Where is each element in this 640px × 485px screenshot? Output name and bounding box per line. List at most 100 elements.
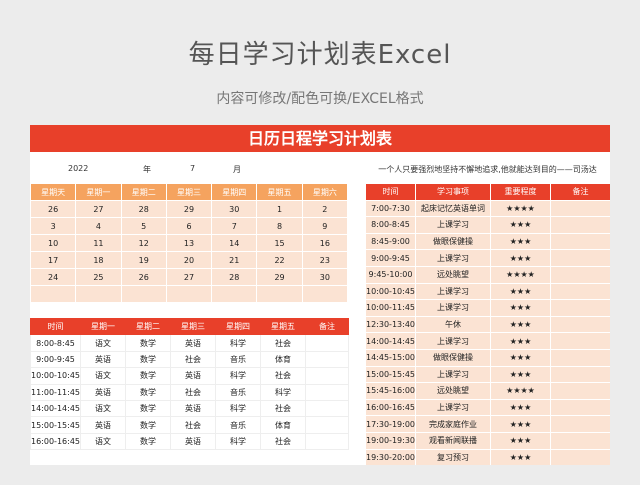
day-cell: 28 [211,268,258,286]
plan-row: 10:00-10:45 上课学习 ★★★ [365,282,610,301]
week-row: 17 18 19 20 21 22 23 [30,251,349,269]
schedule-row: 14:00-14:45 语文 数学 英语 科学 社会 [30,399,349,418]
plan-row: 19:00-19:30 观看新闻联播 ★★★ [365,431,610,450]
empty-cell [550,249,610,267]
cell: 16:00-16:45 [30,432,81,451]
weekday: 星期天 [30,183,77,201]
cell: 12:30-13:40 [365,315,416,334]
plan-row: 19:30-20:00 复习预习 ★★★ [365,448,610,465]
header-cell: 重要程度 [490,183,551,201]
weekday: 星期一 [75,183,122,201]
cell: ★★★ [490,448,551,465]
day-cell: 7 [211,217,258,235]
cell: 数学 [125,432,171,451]
plan-row: 17:30-19:00 完成家庭作业 ★★★ [365,415,610,433]
cell: 数学 [125,350,171,369]
header-row: 星期天 星期一 星期二 星期三 星期四 星期五 星期六 [30,183,349,201]
empty-cell [550,332,610,350]
calendar-table: 星期天 星期一 星期二 星期三 星期四 星期五 星期六 26 27 28 29 30 1 2 3 4 5 6 7 8 9… [30,183,349,303]
plan-row: 15:45-16:00 远处眺望 ★★★★ [365,382,610,400]
cell: 社会 [260,367,306,385]
cell: 科学 [260,383,306,401]
cell: ★★★ [490,332,551,350]
week-row: 10 11 12 13 14 15 16 [30,234,349,252]
cell: 英语 [170,367,216,385]
empty-cell [305,416,349,434]
cell: 数学 [125,334,171,352]
cell: 社会 [170,416,216,434]
empty-cell [550,299,610,317]
weekday: 星期四 [211,183,258,201]
cell: 体育 [260,350,306,369]
schedule-row: 11:00-11:45 英语 数学 社会 音乐 科学 [30,383,349,401]
cell: 8:00-8:45 [30,334,81,352]
header-cell: 星期一 [80,317,126,336]
cell: 远处眺望 [415,382,491,400]
cell: 音乐 [215,383,261,401]
day-cell: 16 [301,234,349,252]
day-cell: 27 [75,200,122,218]
empty-cell [550,431,610,450]
empty-cell [305,367,349,385]
cell: ★★★★ [490,265,551,284]
empty-cell [30,285,77,303]
cell: ★★★ [490,216,551,234]
cell: 上课学习 [415,299,491,317]
year: 2022 [68,164,89,173]
day-cell: 18 [75,251,122,269]
cell: ★★★ [490,398,551,417]
cell: ★★★ [490,315,551,334]
cell: 语文 [80,334,126,352]
cell: ★★★★ [490,199,551,218]
cell: 英语 [80,383,126,401]
plan-row: 10:00-11:45 上课学习 ★★★ [365,299,610,317]
header-row: 时间 星期一 星期二 星期三 星期四 星期五 备注 [30,317,349,336]
cell: 英语 [170,399,216,418]
plan-row: 12:30-13:40 午休 ★★★ [365,315,610,334]
day-cell: 25 [75,268,122,286]
cell: 上课学习 [415,398,491,417]
cell: 社会 [260,432,306,451]
day-cell: 9 [301,217,349,235]
day-cell: 27 [165,268,213,286]
day-cell: 19 [120,251,167,269]
cell: 14:00-14:45 [30,399,81,418]
blank-row [30,285,349,303]
cell: 英语 [80,416,126,434]
day-cell: 5 [120,217,167,235]
day-cell: 3 [30,217,77,235]
header-cell: 星期三 [170,317,216,336]
day-cell: 13 [165,234,213,252]
cell: 社会 [260,334,306,352]
header-cell: 备注 [305,317,349,336]
header-cell: 时间 [30,317,81,336]
cell: 8:00-8:45 [365,216,416,234]
cell: 8:45-9:00 [365,232,416,251]
page-subtitle: 内容可修改/配色可换/EXCEL格式 [216,91,424,107]
cell: 体育 [260,416,306,434]
header-cell: 学习事项 [415,183,491,201]
empty-cell [305,399,349,418]
empty-cell [305,383,349,401]
plan-row: 8:45-9:00 做眼保健操 ★★★ [365,232,610,251]
header-cell: 星期二 [125,317,171,336]
cell: 19:00-19:30 [365,431,416,450]
day-cell: 21 [211,251,258,269]
cell: ★★★ [490,415,551,433]
empty-cell [301,285,349,303]
header-cell: 时间 [365,183,416,201]
cell: 午休 [415,315,491,334]
cell: 做眼保健操 [415,348,491,367]
cell: 9:00-9:45 [30,350,81,369]
cell: 16:00-16:45 [365,398,416,417]
cell: 社会 [170,383,216,401]
empty-cell [550,415,610,433]
cell: 15:00-15:45 [30,416,81,434]
sheet-title: 日历日程学习计划表 [30,125,610,152]
cell: ★★★ [490,232,551,251]
schedule-row: 9:00-9:45 英语 数学 社会 音乐 体育 [30,350,349,369]
day-cell: 12 [120,234,167,252]
cell: 10:00-11:45 [365,299,416,317]
cell: 数学 [125,399,171,418]
empty-cell [550,282,610,301]
